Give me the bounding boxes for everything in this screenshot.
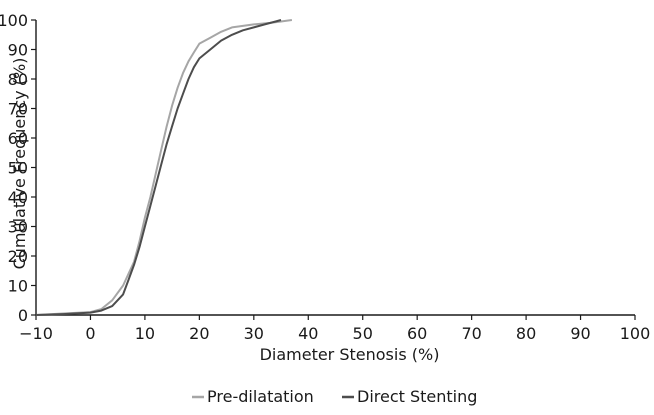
y-axis-ticks: 0 10 20 30 40 50 60 70 80 90 100 [0,11,36,325]
y-tick-label: 10 [8,277,28,296]
legend-label-pre-dilatation: Pre-dilatation [207,387,314,406]
y-tick-label: 100 [0,11,28,30]
series-lines [35,19,293,316]
series-line-pre-dilatation [35,19,293,316]
y-tick-label: 0 [18,306,28,325]
x-tick-label: 100 [620,324,651,343]
axes [35,20,635,316]
legend: Pre-dilatation Direct Stenting [192,387,477,406]
y-axis-title: Cumulative Frequency (%) [10,58,29,270]
series-line-direct-stenting [35,19,282,316]
y-tick-label: 20 [8,247,28,266]
x-tick-label: −10 [19,324,53,343]
y-tick-label: 40 [8,188,28,207]
x-tick-label: 70 [461,324,481,343]
x-tick-label: 60 [407,324,427,343]
legend-label-direct-stenting: Direct Stenting [357,387,477,406]
x-axis-ticks: −10 0 10 20 30 40 50 60 70 80 90 100 [19,315,650,343]
x-axis-title: Diameter Stenosis (%) [260,345,440,364]
y-tick-label: 90 [8,41,28,60]
x-tick-label: 80 [516,324,536,343]
x-tick-label: 20 [189,324,209,343]
x-tick-label: 90 [570,324,590,343]
y-tick-label: 30 [8,218,28,237]
x-tick-label: 0 [85,324,95,343]
y-tick-label: 70 [8,100,28,119]
y-tick-label: 50 [8,159,28,178]
y-tick-label: 60 [8,129,28,148]
x-tick-label: 30 [244,324,264,343]
x-tick-label: 50 [353,324,373,343]
x-tick-label: 40 [298,324,318,343]
y-tick-label: 80 [8,70,28,89]
x-tick-label: 10 [135,324,155,343]
